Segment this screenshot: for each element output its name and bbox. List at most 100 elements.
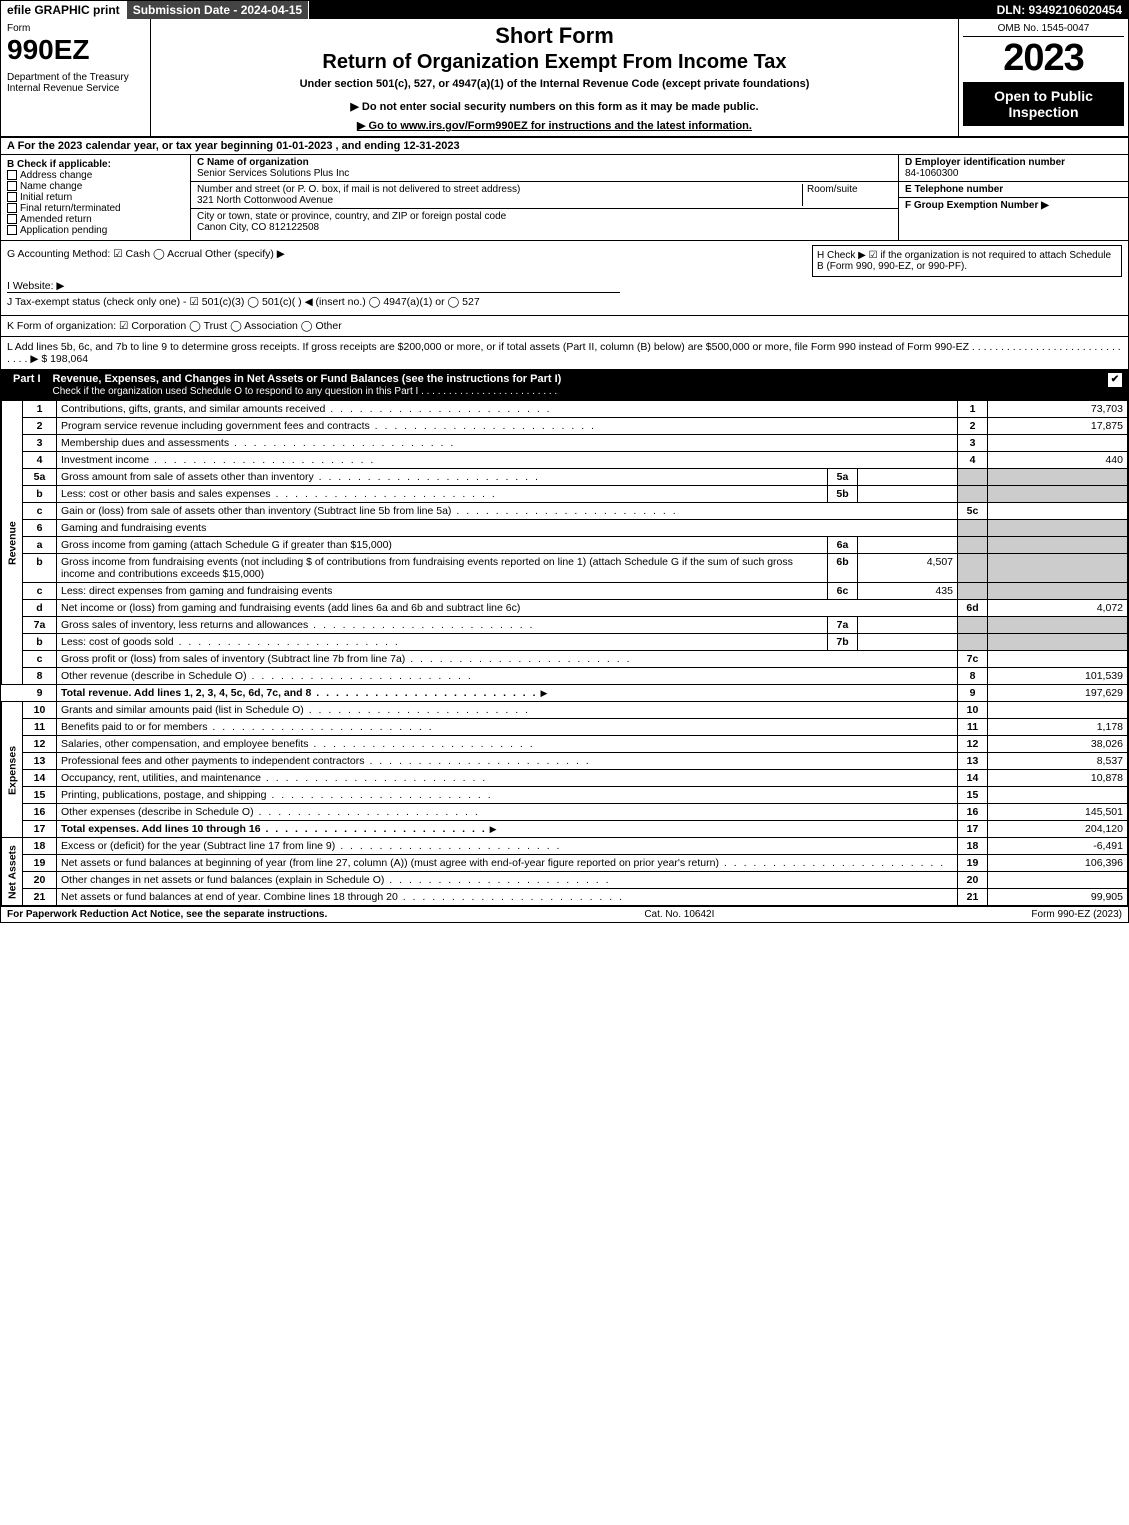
arrow-icon [540, 687, 549, 699]
row-5c: c Gain or (loss) from sale of assets oth… [2, 503, 1128, 520]
footer-mid: Cat. No. 10642I [644, 909, 714, 920]
row-5a: 5a Gross amount from sale of assets othe… [2, 469, 1128, 486]
page-footer: For Paperwork Reduction Act Notice, see … [1, 906, 1128, 922]
row-3: 3 Membership dues and assessments 3 [2, 435, 1128, 452]
addr-label: Number and street (or P. O. box, if mail… [197, 184, 520, 195]
row-2: 2 Program service revenue including gove… [2, 418, 1128, 435]
part1-title: Revenue, Expenses, and Changes in Net As… [53, 373, 1108, 397]
row-6: 6 Gaming and fundraising events [2, 520, 1128, 537]
d-label: D Employer identification number [905, 157, 1065, 168]
line-j: J Tax-exempt status (check only one) - ☑… [7, 296, 1122, 308]
room-label: Room/suite [807, 184, 858, 195]
address-row: Number and street (or P. O. box, if mail… [191, 182, 898, 209]
line-l: L Add lines 5b, 6c, and 7b to line 9 to … [7, 341, 1121, 365]
side-expenses: Expenses [2, 702, 23, 838]
row-11: 11 Benefits paid to or for members 11 1,… [2, 719, 1128, 736]
row-1: Revenue 1 Contributions, gifts, grants, … [2, 401, 1128, 418]
row-12: 12 Salaries, other compensation, and emp… [2, 736, 1128, 753]
return-title: Return of Organization Exempt From Incom… [159, 51, 950, 74]
row-7c: c Gross profit or (loss) from sales of i… [2, 651, 1128, 668]
row-13: 13 Professional fees and other payments … [2, 753, 1128, 770]
column-def: D Employer identification number 84-1060… [898, 155, 1128, 240]
city-row: City or town, state or province, country… [191, 209, 898, 235]
line-l-row: L Add lines 5b, 6c, and 7b to line 9 to … [1, 337, 1128, 370]
cb-address-change[interactable]: Address change [7, 170, 184, 181]
cb-amended-return[interactable]: Amended return [7, 214, 184, 225]
cb-application-pending[interactable]: Application pending [7, 225, 184, 236]
cb-final-return[interactable]: Final return/terminated [7, 203, 184, 214]
line-a: A For the 2023 calendar year, or tax yea… [1, 138, 1128, 155]
row-9: 9 Total revenue. Add lines 1, 2, 3, 4, 5… [2, 685, 1128, 702]
org-name: Senior Services Solutions Plus Inc [197, 168, 349, 179]
under-section: Under section 501(c), 527, or 4947(a)(1)… [159, 78, 950, 90]
row-10: Expenses 10 Grants and similar amounts p… [2, 702, 1128, 719]
row-6c: c Less: direct expenses from gaming and … [2, 583, 1128, 600]
tax-year: 2023 [963, 37, 1124, 80]
line-k-row: K Form of organization: ☑ Corporation ◯ … [1, 316, 1128, 337]
lines-g-to-l: G Accounting Method: ☑ Cash ◯ Accrual Ot… [1, 241, 1128, 316]
form-header: Form 990EZ Department of the Treasury In… [1, 19, 1128, 138]
row-5b: b Less: cost or other basis and sales ex… [2, 486, 1128, 503]
ein-cell: D Employer identification number 84-1060… [899, 155, 1128, 182]
line-g: G Accounting Method: ☑ Cash ◯ Accrual Ot… [7, 248, 812, 274]
row-6a: a Gross income from gaming (attach Sched… [2, 537, 1128, 554]
city-val: Canon City, CO 812122508 [197, 222, 319, 233]
cb-initial-return[interactable]: Initial return [7, 192, 184, 203]
part1-checkbox[interactable]: ✔ [1108, 373, 1122, 387]
short-form-title: Short Form [159, 23, 950, 49]
f-label: F Group Exemption Number ▶ [905, 200, 1049, 211]
footer-left: For Paperwork Reduction Act Notice, see … [7, 909, 327, 920]
row-7a: 7a Gross sales of inventory, less return… [2, 617, 1128, 634]
goto-link[interactable]: ▶ Go to www.irs.gov/Form990EZ for instru… [159, 119, 950, 132]
part1-header: Part I Revenue, Expenses, and Changes in… [1, 370, 1128, 400]
addr-val: 321 North Cottonwood Avenue [197, 195, 333, 206]
row-6b: b Gross income from fundraising events (… [2, 554, 1128, 583]
ssn-warning: ▶ Do not enter social security numbers o… [159, 100, 950, 113]
footer-right: Form 990-EZ (2023) [1031, 909, 1122, 920]
row-20: 20 Other changes in net assets or fund b… [2, 872, 1128, 889]
column-b: B Check if applicable: Address change Na… [1, 155, 191, 240]
row-19: 19 Net assets or fund balances at beginn… [2, 855, 1128, 872]
row-15: 15 Printing, publications, postage, and … [2, 787, 1128, 804]
ein-val: 84-1060300 [905, 168, 958, 179]
dln-label: DLN: 93492106020454 [991, 1, 1128, 19]
group-exemption-cell: F Group Exemption Number ▶ [899, 198, 1128, 213]
row-7b: b Less: cost of goods sold 7b [2, 634, 1128, 651]
row-16: 16 Other expenses (describe in Schedule … [2, 804, 1128, 821]
header-right: OMB No. 1545-0047 2023 Open to Public In… [958, 19, 1128, 136]
form-number: 990EZ [7, 34, 144, 66]
submission-date: Submission Date - 2024-04-15 [127, 1, 309, 19]
form-word: Form [7, 23, 144, 34]
side-revenue: Revenue [2, 401, 23, 685]
form-990ez-document: efile GRAPHIC print Submission Date - 20… [0, 0, 1129, 923]
row-18: Net Assets 18 Excess or (deficit) for th… [2, 838, 1128, 855]
phone-cell: E Telephone number [899, 182, 1128, 198]
row-17: 17 Total expenses. Add lines 10 through … [2, 821, 1128, 838]
cb-name-change[interactable]: Name change [7, 181, 184, 192]
top-bar: efile GRAPHIC print Submission Date - 20… [1, 1, 1128, 19]
open-to-public: Open to Public Inspection [963, 82, 1124, 126]
block-bcd: B Check if applicable: Address change Na… [1, 155, 1128, 241]
efile-label: efile GRAPHIC print [1, 1, 127, 19]
header-left: Form 990EZ Department of the Treasury In… [1, 19, 151, 136]
col-b-title: B Check if applicable: [7, 159, 184, 170]
part1-subtitle: Check if the organization used Schedule … [53, 386, 558, 397]
line-h: H Check ▶ ☑ if the organization is not r… [812, 245, 1122, 277]
row-4: 4 Investment income 4 440 [2, 452, 1128, 469]
e-label: E Telephone number [905, 184, 1003, 195]
org-name-row: C Name of organization Senior Services S… [191, 155, 898, 182]
part1-label: Part I [7, 373, 47, 397]
line-i: I Website: ▶ [7, 280, 620, 293]
row-6d: d Net income or (loss) from gaming and f… [2, 600, 1128, 617]
side-netassets: Net Assets [2, 838, 23, 906]
column-c: C Name of organization Senior Services S… [191, 155, 898, 240]
city-label: City or town, state or province, country… [197, 211, 506, 222]
arrow-icon [490, 823, 499, 835]
row-14: 14 Occupancy, rent, utilities, and maint… [2, 770, 1128, 787]
line-k: K Form of organization: ☑ Corporation ◯ … [7, 320, 342, 332]
row-8: 8 Other revenue (describe in Schedule O)… [2, 668, 1128, 685]
omb-number: OMB No. 1545-0047 [963, 23, 1124, 37]
c-label: C Name of organization [197, 157, 309, 168]
department-label: Department of the Treasury Internal Reve… [7, 72, 144, 94]
row-21: 21 Net assets or fund balances at end of… [2, 889, 1128, 906]
